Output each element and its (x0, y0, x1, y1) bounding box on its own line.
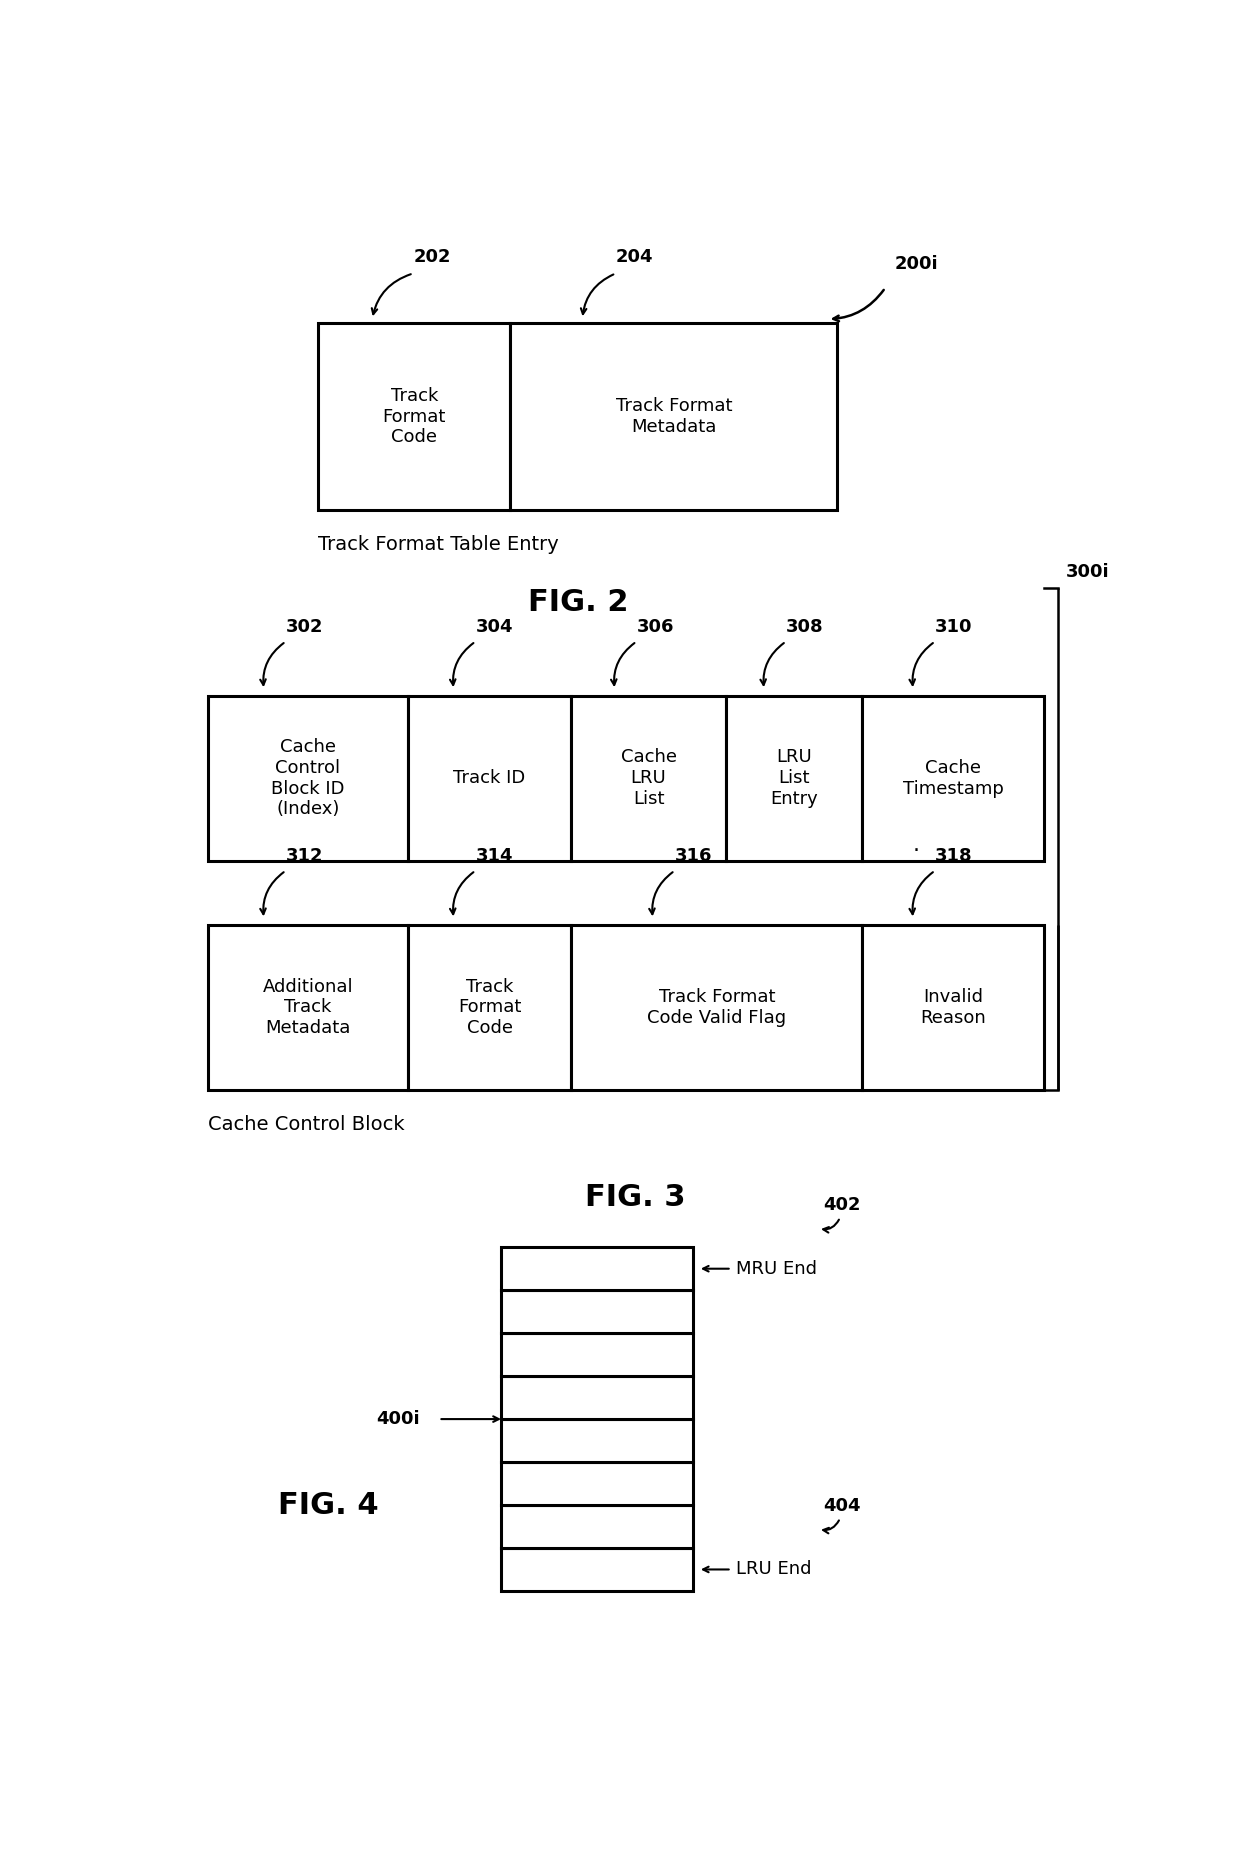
FancyBboxPatch shape (208, 924, 408, 1090)
FancyBboxPatch shape (862, 924, 1044, 1090)
FancyBboxPatch shape (408, 924, 572, 1090)
FancyBboxPatch shape (572, 696, 725, 861)
Text: Cache
Control
Block ID
(Index): Cache Control Block ID (Index) (272, 738, 345, 818)
Text: Additional
Track
Metadata: Additional Track Metadata (263, 978, 353, 1038)
FancyBboxPatch shape (511, 324, 837, 510)
Text: 304: 304 (476, 618, 513, 636)
Text: Track
Format
Code: Track Format Code (458, 978, 521, 1038)
Text: LRU
List
Entry: LRU List Entry (770, 748, 818, 807)
FancyBboxPatch shape (408, 696, 572, 861)
Text: 202: 202 (413, 247, 451, 266)
FancyBboxPatch shape (208, 696, 408, 861)
Text: Track Format Table Entry: Track Format Table Entry (319, 536, 559, 554)
FancyBboxPatch shape (725, 696, 862, 861)
Text: 302: 302 (286, 618, 324, 636)
FancyBboxPatch shape (501, 1334, 693, 1376)
FancyBboxPatch shape (572, 924, 862, 1090)
Text: 316: 316 (675, 846, 713, 865)
Text: 400i: 400i (376, 1410, 419, 1428)
FancyBboxPatch shape (501, 1419, 693, 1462)
Text: Invalid
Reason: Invalid Reason (920, 988, 986, 1027)
Text: 402: 402 (823, 1196, 861, 1215)
FancyBboxPatch shape (501, 1505, 693, 1548)
Text: LRU End: LRU End (737, 1561, 812, 1579)
FancyBboxPatch shape (501, 1248, 693, 1291)
Text: 404: 404 (823, 1497, 861, 1516)
FancyBboxPatch shape (501, 1462, 693, 1505)
Text: 318: 318 (935, 846, 973, 865)
FancyBboxPatch shape (501, 1376, 693, 1419)
Text: FIG. 3: FIG. 3 (585, 1183, 686, 1211)
FancyBboxPatch shape (501, 1548, 693, 1590)
FancyBboxPatch shape (862, 696, 1044, 861)
Text: Track ID: Track ID (454, 770, 526, 787)
Text: FIG. 4: FIG. 4 (278, 1490, 378, 1520)
Text: 300i: 300i (1066, 564, 1110, 582)
Text: Cache
LRU
List: Cache LRU List (620, 748, 677, 807)
Text: Track Format
Metadata: Track Format Metadata (615, 398, 732, 435)
Text: 306: 306 (636, 618, 675, 636)
Text: Cache
Timestamp: Cache Timestamp (903, 759, 1003, 798)
Text: FIG. 2: FIG. 2 (527, 588, 629, 618)
Text: 204: 204 (616, 247, 653, 266)
Text: Track
Format
Code: Track Format Code (383, 387, 446, 446)
Text: 310: 310 (935, 618, 972, 636)
Text: ·: · (913, 841, 920, 861)
Text: 308: 308 (786, 618, 823, 636)
Text: 312: 312 (286, 846, 324, 865)
FancyBboxPatch shape (501, 1291, 693, 1334)
Text: Cache Control Block: Cache Control Block (208, 1116, 404, 1135)
FancyBboxPatch shape (319, 324, 511, 510)
Text: Track Format
Code Valid Flag: Track Format Code Valid Flag (647, 988, 786, 1027)
Text: 314: 314 (476, 846, 513, 865)
Text: MRU End: MRU End (737, 1259, 817, 1278)
Text: 200i: 200i (895, 255, 939, 273)
